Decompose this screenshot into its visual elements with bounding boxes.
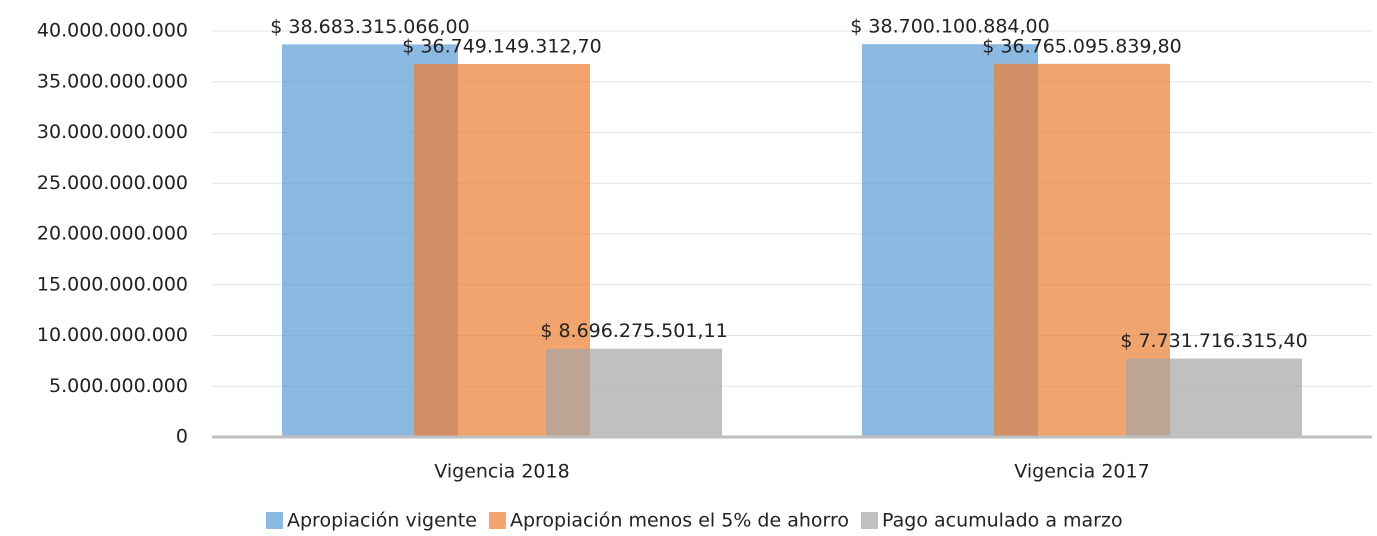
bar (1126, 358, 1302, 437)
y-tick-label: 5.000.000.000 (49, 375, 188, 397)
y-tick-label: 20.000.000.000 (37, 223, 188, 245)
data-label: $ 36.765.095.839,80 (982, 35, 1181, 57)
bar (546, 348, 722, 437)
legend-label: Pago acumulado a marzo (882, 510, 1123, 532)
y-tick-label: 25.000.000.000 (37, 172, 188, 194)
legend-swatch (266, 512, 283, 529)
legend-swatch (861, 512, 879, 529)
y-tick-label: 0 (176, 426, 188, 448)
data-label: $ 38.683.315.066,00 (270, 16, 469, 38)
data-label: $ 8.696.275.501,11 (540, 320, 727, 342)
legend-label: Apropiación vigente (287, 510, 477, 532)
x-tick-label: Vigencia 2018 (434, 461, 569, 483)
y-tick-label: 30.000.000.000 (37, 121, 188, 143)
data-label: $ 38.700.100.884,00 (850, 16, 1049, 38)
data-label: $ 7.731.716.315,40 (1120, 330, 1307, 352)
data-label: $ 36.749.149.312,70 (402, 35, 601, 57)
y-tick-label: 15.000.000.000 (37, 273, 188, 295)
y-tick-label: 40.000.000.000 (37, 20, 188, 42)
y-tick-label: 10.000.000.000 (37, 324, 188, 346)
legend-swatch (488, 512, 506, 529)
x-tick-label: Vigencia 2017 (1014, 461, 1149, 483)
legend-label: Apropiación menos el 5% de ahorro (510, 510, 849, 532)
y-tick-label: 35.000.000.000 (37, 70, 188, 92)
